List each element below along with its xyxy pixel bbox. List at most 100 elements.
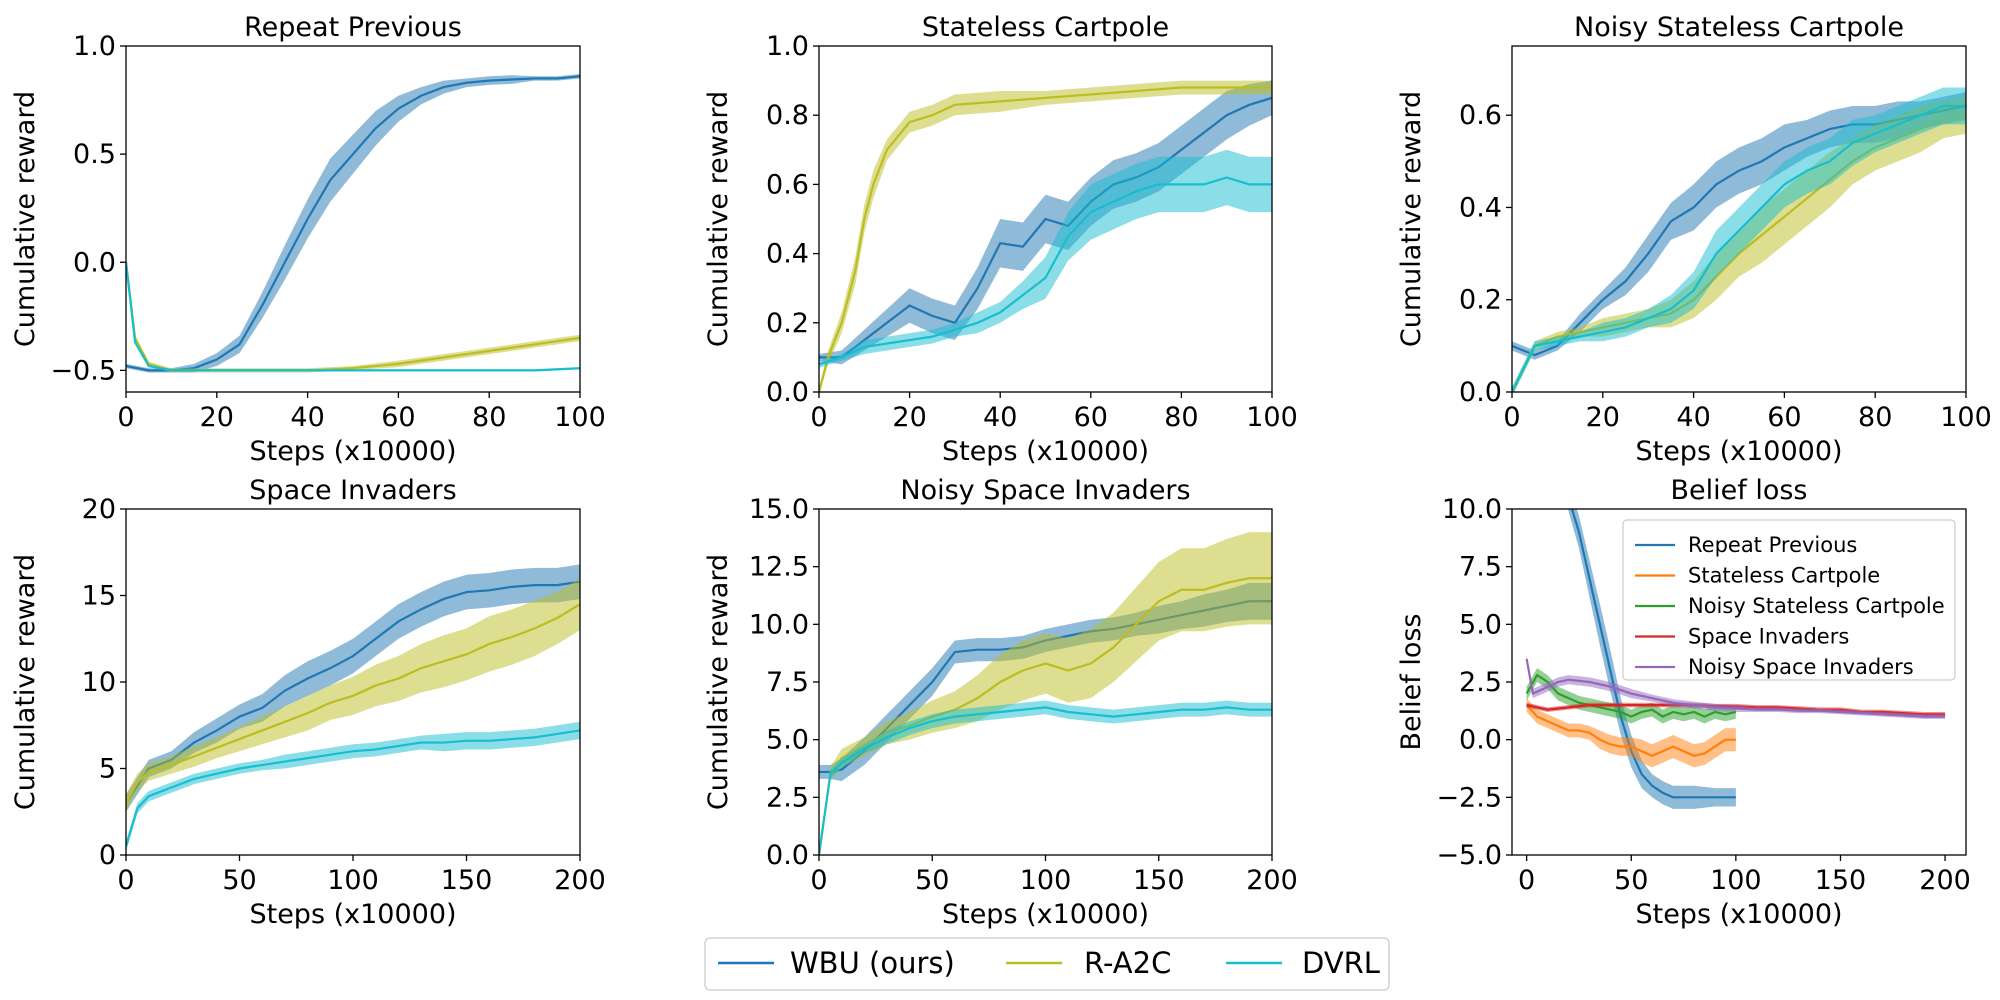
y-tick-label: 20 <box>82 494 116 525</box>
series-band <box>819 149 1272 368</box>
x-tick-label: 0 <box>117 402 134 433</box>
x-tick-label: 150 <box>441 865 493 896</box>
series-band <box>1512 92 1966 360</box>
x-tick-label: 20 <box>1586 402 1620 433</box>
series-line <box>819 86 1272 392</box>
main-legend: WBU (ours) R-A2C DVRL <box>704 937 1390 991</box>
y-axis-label: Cumulative reward <box>703 91 734 347</box>
x-tick-label: 0 <box>810 402 827 433</box>
legend-label: Stateless Cartpole <box>1688 564 1880 588</box>
main-legend-label: DVRL <box>1302 946 1380 980</box>
y-tick-label: 0.0 <box>766 377 809 408</box>
legend-frame <box>1622 519 1956 681</box>
chart-title: Noisy Space Invaders <box>900 475 1190 506</box>
series-band <box>126 721 580 852</box>
y-tick-label: 0.0 <box>766 840 809 871</box>
series-line <box>819 706 1272 855</box>
series-line <box>1512 104 1966 392</box>
x-tick-label: 20 <box>892 402 926 433</box>
series-line <box>126 603 580 804</box>
x-tick-label: 0 <box>810 865 827 896</box>
y-tick-label: 2.5 <box>1459 667 1502 698</box>
x-tick-label: 100 <box>327 865 379 896</box>
series-band <box>126 564 580 812</box>
series-line <box>126 580 580 804</box>
x-tick-label: 150 <box>1815 865 1867 896</box>
y-tick-label: 15 <box>82 581 116 612</box>
y-tick-label: 0.4 <box>1459 192 1502 223</box>
plot-area <box>819 80 1272 392</box>
legend-label: Noisy Stateless Cartpole <box>1688 594 1945 618</box>
y-axis-label: Cumulative reward <box>10 554 41 810</box>
x-tick-label: 100 <box>1940 402 1992 433</box>
plot-area <box>1525 509 1946 809</box>
x-tick-label: 50 <box>1614 865 1648 896</box>
chart-title: Repeat Previous <box>244 12 462 43</box>
y-tick-label: 0 <box>99 840 116 871</box>
y-tick-label: −2.5 <box>1436 782 1502 813</box>
x-tick-label: 0 <box>1518 865 1535 896</box>
series-band <box>819 532 1272 855</box>
chart-4: 0 50 100 150 200 0 5 10 15 20 Space Invaders Steps … <box>10 475 606 930</box>
main-legend-label: WBU (ours) <box>790 946 955 980</box>
x-tick-label: 60 <box>1074 402 1108 433</box>
series-line <box>126 262 580 372</box>
y-tick-label: 2.5 <box>766 782 809 813</box>
y-axis-label: Cumulative reward <box>1396 91 1427 347</box>
series-line <box>819 176 1272 366</box>
x-tick-label: 200 <box>554 865 606 896</box>
axes-frame <box>125 45 581 393</box>
x-axis-label: Steps (x10000) <box>942 899 1149 930</box>
x-tick-label: 50 <box>222 865 256 896</box>
series-band <box>1526 702 1946 717</box>
chart-1: 0 20 40 60 80 100 −0.5 0.0 0.5 1.0 Repeat Previous… <box>10 12 606 467</box>
chart-6: 0 50 100 150 200 −5.0 −2.5 0.0 2.5 5.0 7.5 10.0 Beli… <box>1396 475 1971 930</box>
y-tick-label: 0.6 <box>1459 100 1502 131</box>
y-tick-label: 0.5 <box>73 139 116 170</box>
series-line <box>126 729 580 847</box>
x-tick-label: 40 <box>290 402 324 433</box>
x-tick-label: 0 <box>117 865 134 896</box>
chart-title: Belief loss <box>1671 475 1808 506</box>
y-tick-label: 1.0 <box>766 31 809 62</box>
y-tick-label: 0.2 <box>766 308 809 339</box>
chart-title: Stateless Cartpole <box>922 12 1169 43</box>
y-tick-label: 0.0 <box>1459 377 1502 408</box>
y-tick-label: 5.0 <box>1459 609 1502 640</box>
legend-label: Space Invaders <box>1688 625 1849 649</box>
series-line <box>126 75 580 372</box>
y-tick-label: 0.2 <box>1459 285 1502 316</box>
series-line <box>1525 704 1736 758</box>
y-tick-label: 10.0 <box>749 609 809 640</box>
x-tick-label: 60 <box>1767 402 1801 433</box>
plot-area <box>819 532 1272 855</box>
x-axis-label: Steps (x10000) <box>249 436 456 467</box>
y-tick-label: 1.0 <box>73 31 116 62</box>
x-tick-label: 20 <box>200 402 234 433</box>
y-tick-label: 0.0 <box>73 247 116 278</box>
plot-area <box>126 74 580 373</box>
chart-3: 0 20 40 60 80 100 0.0 0.2 0.4 0.6 Noisy Stateless … <box>1396 12 1992 467</box>
y-tick-label: 15.0 <box>749 494 809 525</box>
x-tick-label: 80 <box>472 402 506 433</box>
x-tick-label: 100 <box>1710 865 1762 896</box>
y-tick-label: 5.0 <box>766 725 809 756</box>
chart-2: 0 20 40 60 80 100 0.0 0.2 0.4 0.6 0.8 1.0 Stateless … <box>703 12 1298 467</box>
series-line <box>1525 673 1737 718</box>
plot-area <box>1512 87 1966 392</box>
series-band <box>819 80 1272 365</box>
x-tick-label: 0 <box>1503 402 1520 433</box>
x-tick-label: 100 <box>1246 402 1298 433</box>
series-line <box>1570 509 1736 799</box>
x-tick-label: 80 <box>1164 402 1198 433</box>
main-legend-label: R-A2C <box>1084 946 1171 980</box>
x-axis-label: Steps (x10000) <box>942 436 1149 467</box>
y-axis-label: Cumulative reward <box>10 91 41 347</box>
x-tick-label: 40 <box>983 402 1017 433</box>
x-tick-label: 200 <box>1919 865 1971 896</box>
y-tick-label: −0.5 <box>50 355 116 386</box>
x-axis-label: Steps (x10000) <box>249 899 456 930</box>
x-tick-label: 80 <box>1858 402 1892 433</box>
x-tick-label: 50 <box>915 865 949 896</box>
